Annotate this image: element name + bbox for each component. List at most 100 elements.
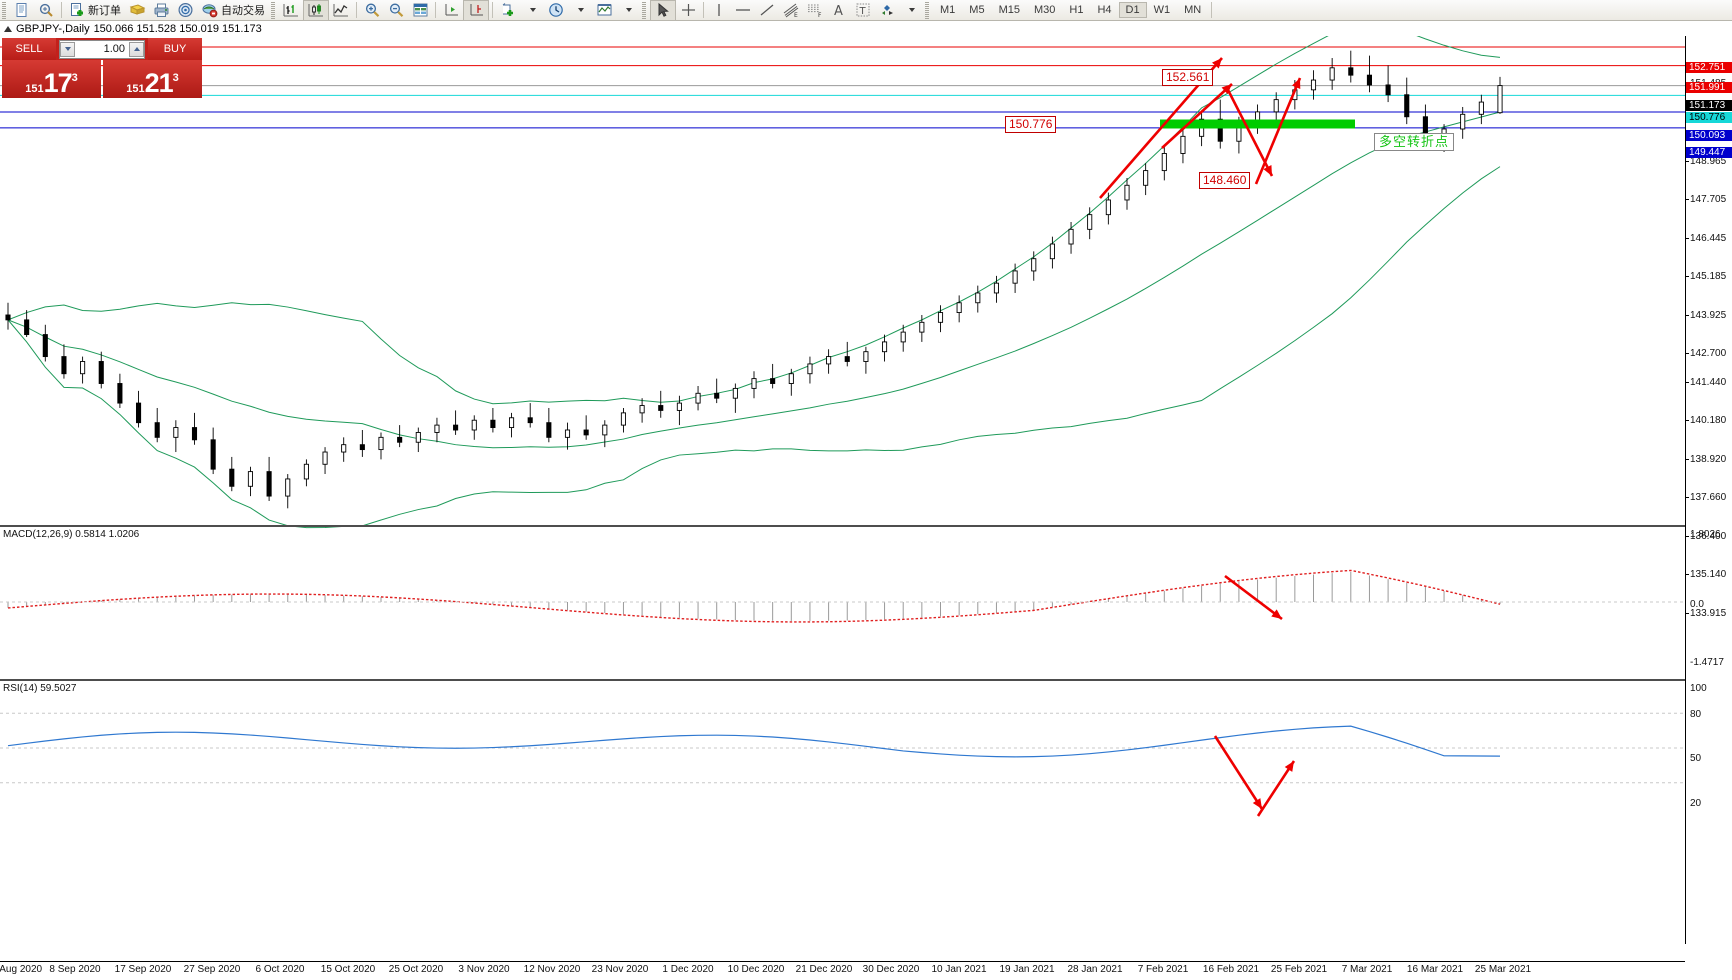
date-axis[interactable]: 30 Aug 2020 8 Sep 2020 17 Sep 2020 27 Sep 2… <box>0 961 1685 980</box>
sell-price-display[interactable]: 151 17 3 <box>2 60 101 98</box>
vertical-line-icon[interactable] <box>707 1 731 20</box>
date-tick-label: 16 Feb 2021 <box>1202 964 1260 975</box>
timeframe-h4[interactable]: H4 <box>1097 4 1112 16</box>
chart-area[interactable]: MACD(12,26,9) 0.5814 1.0206 RSI(14) 59.5… <box>0 36 1732 975</box>
price-tick-label: 133.915 <box>1686 609 1726 619</box>
bar-chart-icon[interactable] <box>279 1 303 20</box>
new-chart-icon[interactable] <box>10 1 34 20</box>
date-tick-label: 1 Dec 2020 <box>662 964 714 975</box>
profiles-icon[interactable] <box>34 1 58 20</box>
price-level-chip[interactable]: 152.751 <box>1686 62 1732 73</box>
date-tick-label: 8 Sep 2020 <box>49 964 101 975</box>
price-level-chip[interactable]: 151.991 <box>1686 82 1732 93</box>
chart-shift-icon[interactable] <box>463 0 489 21</box>
svg-text:A: A <box>834 4 843 18</box>
buy-button[interactable]: BUY <box>148 38 202 60</box>
periods-dropdown-caret[interactable] <box>568 1 592 20</box>
templates-icon[interactable] <box>592 1 616 20</box>
letter-a-icon[interactable]: A <box>827 1 851 20</box>
auto-scroll-icon[interactable] <box>439 1 463 20</box>
chart-collapse-icon[interactable] <box>4 25 12 32</box>
price-axis[interactable]: 151.485148.965147.705146.445145.185143.9… <box>1685 36 1732 944</box>
equidistant-channel-icon[interactable]: E <box>779 1 803 20</box>
horizontal-line-icon[interactable] <box>731 1 755 20</box>
zoom-out-icon[interactable] <box>384 1 408 20</box>
toolbar-grip-2[interactable] <box>271 1 275 19</box>
price-tick-label: 136.400 <box>1686 532 1726 542</box>
timeframe-m15[interactable]: M15 <box>998 4 1020 16</box>
main-toolbar: 新订单 自动交易 <box>0 0 1732 21</box>
volume-increase-button[interactable] <box>129 41 144 57</box>
price-level-chip[interactable]: 150.776 <box>1686 112 1732 123</box>
subpanel-tick-label: 50 <box>1690 753 1702 764</box>
timeframe-m5[interactable]: M5 <box>969 4 985 16</box>
subpanel-tick-label: -1.4717 <box>1690 657 1724 668</box>
volume-decrease-button[interactable] <box>60 41 75 57</box>
timeframe-m1[interactable]: M1 <box>940 4 956 16</box>
date-tick-label: 23 Nov 2020 <box>591 964 649 975</box>
macd-panel-separator <box>0 525 1685 527</box>
periods-icon[interactable] <box>544 1 568 20</box>
price-plot[interactable] <box>0 36 1685 944</box>
fibonacci-icon[interactable]: F <box>803 1 827 20</box>
candlestick-chart-icon[interactable] <box>303 0 329 21</box>
data-window-icon[interactable] <box>408 1 432 20</box>
templates-dropdown-caret[interactable] <box>616 1 640 20</box>
price-level-chip[interactable]: 149.447 <box>1686 147 1732 158</box>
expert-advisors-icon[interactable] <box>125 1 149 20</box>
price-level-chip[interactable]: 150.093 <box>1686 130 1732 141</box>
text-label-icon[interactable]: T <box>851 1 875 20</box>
toolbar-separator-6 <box>703 2 704 18</box>
zoom-in-icon[interactable] <box>360 1 384 20</box>
one-click-trading-panel[interactable]: SELL 1.00 BUY 151 17 3 151 21 3 <box>2 38 202 98</box>
toolbar-grip[interactable] <box>2 1 6 19</box>
date-tick-label: 15 Oct 2020 <box>320 964 376 975</box>
timeframe-mn[interactable]: MN <box>1184 4 1202 16</box>
date-tick-label: 30 Aug 2020 <box>0 964 43 975</box>
indicators-icon[interactable] <box>496 1 520 20</box>
subpanel-tick-label: 1.8026 <box>1690 529 1721 540</box>
toolbar-grip-4[interactable] <box>925 1 929 19</box>
date-tick-label: 21 Dec 2020 <box>795 964 853 975</box>
buy-price-fraction: 3 <box>172 72 179 84</box>
volume-input-box[interactable]: 1.00 <box>59 39 145 59</box>
timeframe-group: M1 M5 M15 M30 H1 H4 D1 W1 MN <box>933 2 1215 18</box>
toolbar-separator-end <box>1211 2 1213 18</box>
date-tick-label: 19 Jan 2021 <box>999 964 1055 975</box>
volume-value[interactable]: 1.00 <box>103 43 125 55</box>
new-order-button[interactable]: 新订单 <box>65 1 125 20</box>
anno-150776[interactable]: 150.776 <box>1005 116 1057 133</box>
price-tick-label: 142.700 <box>1686 349 1726 359</box>
timeframe-w1[interactable]: W1 <box>1153 4 1171 16</box>
market-watch-icon[interactable] <box>173 1 197 20</box>
timeframe-m30[interactable]: M30 <box>1033 4 1056 16</box>
strategy-tester-icon[interactable] <box>149 1 173 20</box>
timeframe-d1[interactable]: D1 <box>1118 2 1147 18</box>
volume-control[interactable]: 1.00 <box>56 38 148 60</box>
auto-trading-button[interactable]: 自动交易 <box>197 1 269 20</box>
anno-turning-point[interactable]: 多空转折点 <box>1374 133 1455 151</box>
new-order-label: 新订单 <box>88 5 121 17</box>
toolbar-grip-3[interactable] <box>642 1 646 19</box>
anno-152561[interactable]: 152.561 <box>1162 69 1214 86</box>
buy-price-display[interactable]: 151 21 3 <box>103 60 202 98</box>
cursor-icon[interactable] <box>650 0 676 21</box>
timeframe-h1[interactable]: H1 <box>1069 4 1084 16</box>
sell-price-integer: 151 <box>25 83 44 95</box>
auto-trading-label: 自动交易 <box>221 5 265 17</box>
trendline-icon[interactable] <box>755 1 779 20</box>
anno-148460[interactable]: 148.460 <box>1199 172 1251 189</box>
indicators-dropdown-caret[interactable] <box>520 1 544 20</box>
crosshair-icon[interactable] <box>676 1 700 20</box>
arrows-icon[interactable] <box>875 1 899 20</box>
price-level-chip[interactable]: 151.173 <box>1686 100 1732 111</box>
arrows-dropdown-caret[interactable] <box>899 1 923 20</box>
sell-button[interactable]: SELL <box>2 38 56 60</box>
chart-title-bar: GBPJPY-,Daily 150.066 151.528 150.019 15… <box>0 22 1732 35</box>
svg-text:E: E <box>794 12 798 18</box>
price-tick-label: 135.140 <box>1686 570 1726 580</box>
trade-panel-quotes: 151 17 3 151 21 3 <box>2 60 202 98</box>
line-chart-icon[interactable] <box>329 1 353 20</box>
date-tick-label: 16 Mar 2021 <box>1406 964 1464 975</box>
date-tick-label: 25 Feb 2021 <box>1270 964 1328 975</box>
